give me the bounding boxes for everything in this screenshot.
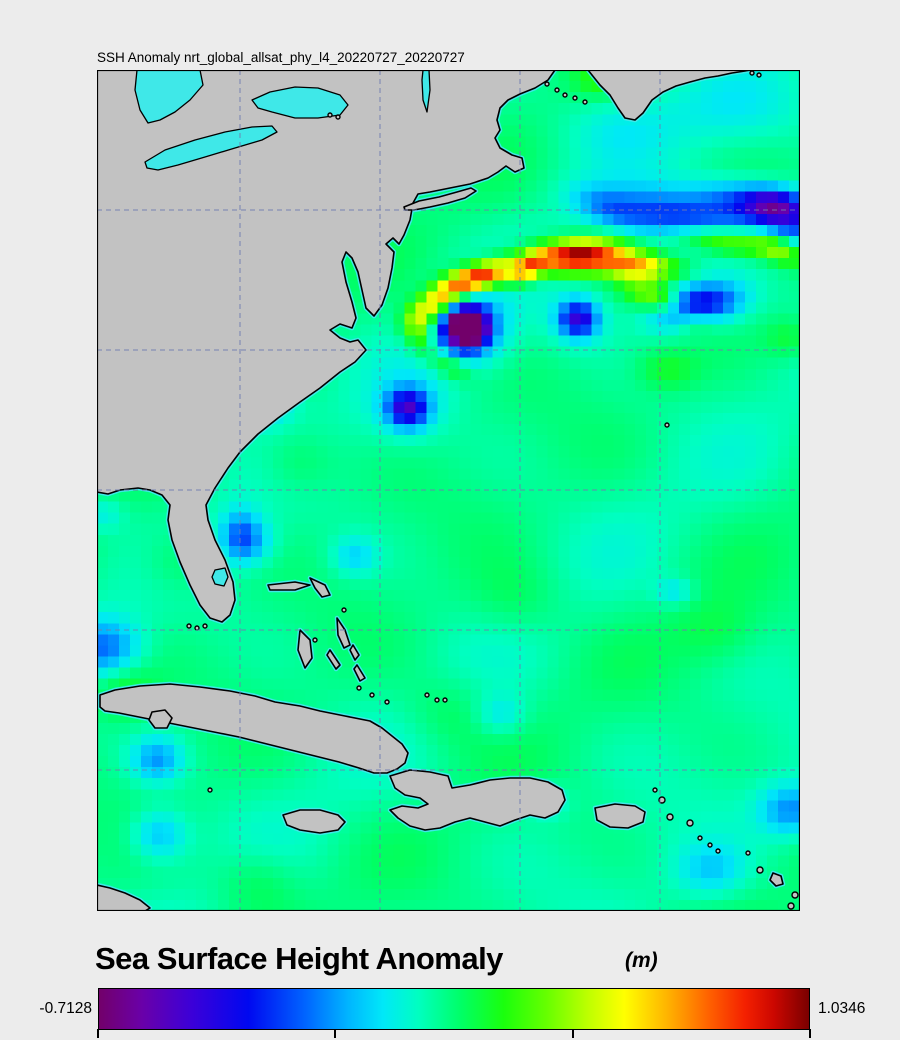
colorbar-max-label: 1.0346 (818, 1000, 866, 1017)
colorbar-tick (97, 1029, 99, 1038)
islet (791, 891, 799, 899)
islet (424, 692, 430, 698)
map-panel (97, 70, 800, 911)
islet (194, 625, 200, 631)
land-grand-bahama (267, 581, 311, 591)
islet (356, 685, 362, 691)
colorbar-tick (571, 1029, 574, 1038)
land-isla-juventud (148, 709, 173, 729)
colorbar-min-label: -0.7128 (39, 1000, 92, 1017)
islet (652, 787, 658, 793)
islet (756, 72, 762, 78)
islet (369, 692, 375, 698)
islet (384, 699, 390, 705)
islet (312, 637, 318, 643)
colorbar-gradient (98, 988, 810, 1030)
islet (572, 95, 578, 101)
land-exuma (326, 649, 341, 670)
islet (335, 114, 341, 120)
islet (715, 848, 721, 854)
land-eleuthera (336, 617, 351, 649)
islet (749, 70, 755, 76)
colorbar-title: Sea Surface Height Anomaly (95, 941, 503, 976)
lake-lake-erie (144, 125, 278, 171)
islet (562, 92, 568, 98)
islet (756, 866, 764, 874)
land-hispaniola (389, 769, 566, 831)
lake-lake-huron (134, 70, 204, 124)
plot-title: SSH Anomaly nrt_global_allsat_phy_l4_202… (97, 50, 465, 65)
islet (544, 81, 550, 87)
lake-lake-champlain (421, 70, 431, 113)
land-guadeloupe (769, 872, 784, 887)
islet (666, 813, 674, 821)
islet (697, 835, 703, 841)
lake-lake-okeechobee (211, 567, 229, 587)
colorbar-tick (334, 1029, 337, 1038)
islet (554, 87, 560, 93)
islet (341, 607, 347, 613)
islet (787, 902, 795, 910)
islet (202, 623, 208, 629)
colorbar-tick (809, 1029, 811, 1038)
land-nova-scotia (587, 70, 751, 121)
map-frame (97, 70, 800, 911)
land-cuba (99, 683, 409, 774)
land-jamaica (282, 809, 346, 834)
land-abaco (309, 577, 331, 598)
land-long-island-bahamas (353, 664, 366, 682)
islet (186, 623, 192, 629)
islet (434, 697, 440, 703)
land-andros (297, 629, 313, 669)
islet (327, 112, 333, 118)
land-puerto-rico (594, 803, 646, 829)
colorbar-units: (m) (625, 949, 658, 972)
islet (745, 850, 751, 856)
land-mainland-north-america (97, 70, 556, 623)
islet (707, 842, 713, 848)
islet (207, 787, 213, 793)
lake-lake-ontario (251, 86, 349, 119)
islet (686, 819, 694, 827)
land-central-america (97, 884, 151, 911)
islet (442, 697, 448, 703)
islet (582, 99, 588, 105)
land-cat-island (349, 644, 360, 661)
islet (664, 422, 670, 428)
map-overlay-svg (97, 70, 800, 911)
